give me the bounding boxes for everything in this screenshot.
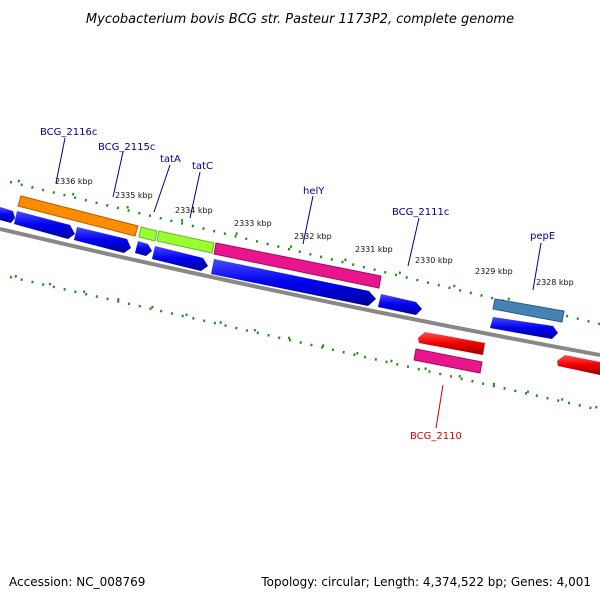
- label-leaders: [55, 137, 542, 429]
- scale-label-2333: 2333 kbp: [234, 219, 272, 228]
- gene-arrow[interactable]: [0, 207, 15, 223]
- scale-label-2336: 2336 kbp: [55, 177, 93, 186]
- feature-track: [17, 195, 565, 374]
- gene-arrow[interactable]: [418, 332, 485, 355]
- gene-label-bcg-2115c: BCG_2115c: [98, 142, 155, 153]
- feature-tata[interactable]: [138, 226, 158, 242]
- scale-label-2335: 2335 kbp: [115, 191, 153, 200]
- gene-arrow[interactable]: [14, 211, 75, 239]
- gene-arrow[interactable]: [211, 259, 376, 306]
- scale-label-2330: 2330 kbp: [415, 256, 453, 265]
- gene-arrow[interactable]: [557, 355, 600, 375]
- gene-label-tata: tatA: [160, 154, 181, 165]
- gene-arrow[interactable]: [135, 241, 152, 256]
- scale-label-2331: 2331 kbp: [355, 245, 393, 254]
- gene-arrow[interactable]: [74, 227, 131, 253]
- scale-label-2332: 2332 kbp: [294, 232, 332, 241]
- feature-tatc[interactable]: [156, 230, 215, 254]
- inner-scale-ring: [9, 273, 600, 412]
- scale-label-2328: 2328 kbp: [536, 278, 574, 287]
- gene-arrow[interactable]: [490, 317, 558, 339]
- gene-track: [0, 207, 600, 375]
- gene-label-pepe: pepE: [530, 231, 555, 242]
- scale-label-2334: 2334 kbp: [175, 206, 213, 215]
- feature-bcg-2116c[interactable]: [17, 195, 139, 237]
- genome-backbone: [0, 227, 600, 357]
- scale-label-2329: 2329 kbp: [475, 267, 513, 276]
- gene-arrow[interactable]: [378, 294, 422, 315]
- feature-hely[interactable]: [213, 242, 382, 289]
- genome-summary-text: Topology: circular; Length: 4,374,522 bp…: [260, 575, 591, 589]
- gene-label-bcg-2111c: BCG_2111c: [392, 207, 449, 218]
- gene-arrow[interactable]: [152, 246, 208, 271]
- map-title: Mycobacterium bovis BCG str. Pasteur 117…: [86, 12, 514, 27]
- gene-label-bcg-2116c: BCG_2116c: [40, 127, 97, 138]
- gene-label-tatc: tatC: [192, 161, 213, 172]
- feature-pepe[interactable]: [492, 298, 565, 323]
- gene-label-bcg-2110: BCG_2110: [410, 431, 462, 442]
- feature-bcg-2110[interactable]: [413, 348, 483, 374]
- gene-label-hely: helY: [303, 186, 325, 197]
- accession-text: Accession: NC_008769: [9, 575, 145, 589]
